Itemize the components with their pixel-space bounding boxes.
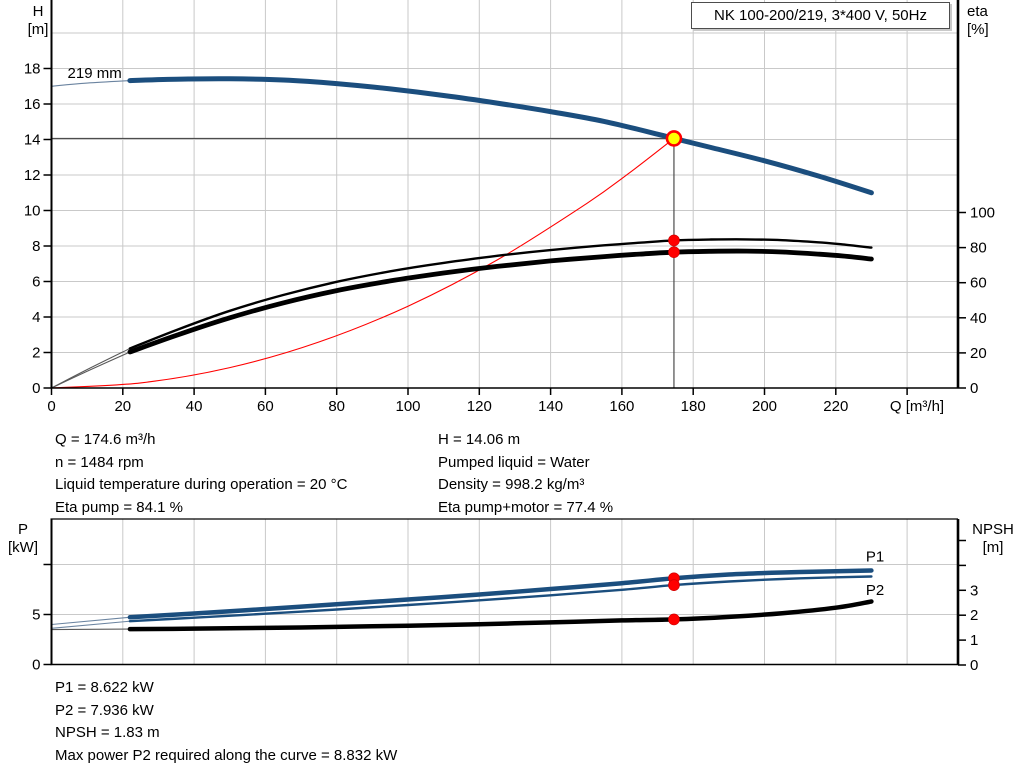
eta-pump [128,238,873,350]
npsh-curve [127,599,874,632]
y-left-tick-label: 16 [24,96,41,113]
info-pumped-liquid: Pumped liquid = Water [438,453,590,471]
result-p1: P1 = 8.622 kW [55,679,154,696]
info-h: H = 14.06 m [438,431,521,448]
info-eta-pump: Eta pump = 84.1 % [55,498,183,516]
y-left-tick-label: 8 [32,238,40,255]
p1-curve [127,568,874,620]
eta-axis-title-symbol: eta [967,3,988,20]
marker-dot [668,579,680,591]
eta-axis-title-unit: [%] [967,21,989,38]
x-tick-label: 200 [752,398,777,415]
y-right-tick-label: 0 [970,380,978,397]
eta-axis-title: eta [%] [967,3,1017,39]
y-right-tick-label: 20 [970,345,987,362]
result-p2: P2 = 7.936 kW [55,701,154,719]
marker-dot [668,246,680,258]
x-tick-label: 220 [823,398,848,415]
duty-info-left: Q = 174.6 m³/h n = 1484 rpm Liquid tempe… [55,429,347,519]
npsh-axis-title-symbol: NPSH [972,521,1014,538]
info-q: Q = 174.6 m³/h [55,431,156,448]
impeller-diameter-label: 219 mm [68,65,122,82]
npsh-axis-title: NPSH [m] [966,521,1020,557]
y-right-tick-label: 100 [970,205,995,222]
npsh-axis-title-unit: [m] [982,539,1004,556]
duty-info-right: H = 14.06 m Pumped liquid = Water Densit… [438,429,613,519]
y-right-tick-label: 2 [970,607,978,624]
head-curve-219mm-thin [51,80,130,87]
p-axis-title-symbol: P [17,521,28,538]
head-curve-219mm [127,76,874,196]
y-left-tick-label: 10 [24,203,41,220]
eta-pump-motor-thin [51,351,131,389]
y-right-tick-label: 3 [970,582,978,599]
p-axis-title: P [kW] [1,521,45,557]
x-tick-label: 40 [186,398,203,415]
y-left-tick-label: 2 [32,345,40,362]
info-speed: n = 1484 rpm [55,453,144,471]
x-tick-label: 180 [681,398,706,415]
p1-curve-thin [51,616,130,626]
y-left-tick-label: 5 [32,607,40,624]
info-eta-pump-motor: Eta pump+motor = 77.4 % [438,498,614,516]
y-left-tick-label: 6 [32,274,40,291]
system-curve [51,137,675,389]
y-right-tick-label: 80 [970,240,987,257]
result-npsh: NPSH = 1.83 m [55,724,160,742]
result-max-p2: Max power P2 required along the curve = … [55,746,398,764]
y-left-tick-label: 4 [32,309,40,326]
y-left-tick-label: 12 [24,167,41,184]
x-axis-unit-label: Q [m³/h] [890,398,944,415]
h-axis-title-unit: [m] [27,21,49,38]
y-right-tick-label: 40 [970,310,987,327]
npsh-curve-thin [51,628,130,631]
p2-curve [128,575,873,623]
h-axis-title: H [m] [19,3,57,39]
power-npsh-chart: 0 5 0 1 2 3 P1 P2 [32,518,978,674]
p-axis-title-unit: [kW] [8,539,38,556]
result-block: P1 = 8.622 kW P2 = 7.936 kW NPSH = 1.83 … [55,677,397,767]
y-right-tick-label: 1 [970,632,978,649]
x-tick-label: 80 [328,398,345,415]
marker-dot [668,234,680,247]
x-tick-label: 20 [114,398,131,415]
pump-title: NK 100-200/219, 3*400 V, 50Hz [714,7,927,24]
x-tick-label: 140 [538,398,563,415]
x-tick-label: 160 [609,398,634,415]
marker-dot [668,613,680,626]
curve-label-p1: P1 [866,549,884,566]
y-right-tick-label: 60 [970,275,987,292]
x-tick-label: 120 [467,398,492,415]
y-left-tick-label: 0 [32,657,40,674]
x-tick-label: 60 [257,398,274,415]
info-liquid-temperature: Liquid temperature during operation = 20… [55,476,348,494]
pump-title-box: NK 100-200/219, 3*400 V, 50Hz [691,2,950,29]
y-left-tick-label: 14 [24,132,41,149]
x-tick-label: 100 [395,398,420,415]
x-tick-label: 0 [47,398,55,415]
eta-pump-motor [127,248,874,355]
duty-point-marker[interactable] [665,130,683,147]
curve-label-p2: P2 [866,582,884,599]
y-right-tick-label: 0 [970,657,978,674]
info-density: Density = 998.2 kg/m³ [438,476,585,494]
p2-curve-thin [51,620,130,629]
h-axis-title-symbol: H [32,3,44,20]
y-left-tick-label: 18 [24,61,41,78]
y-left-tick-label: 0 [32,380,40,397]
